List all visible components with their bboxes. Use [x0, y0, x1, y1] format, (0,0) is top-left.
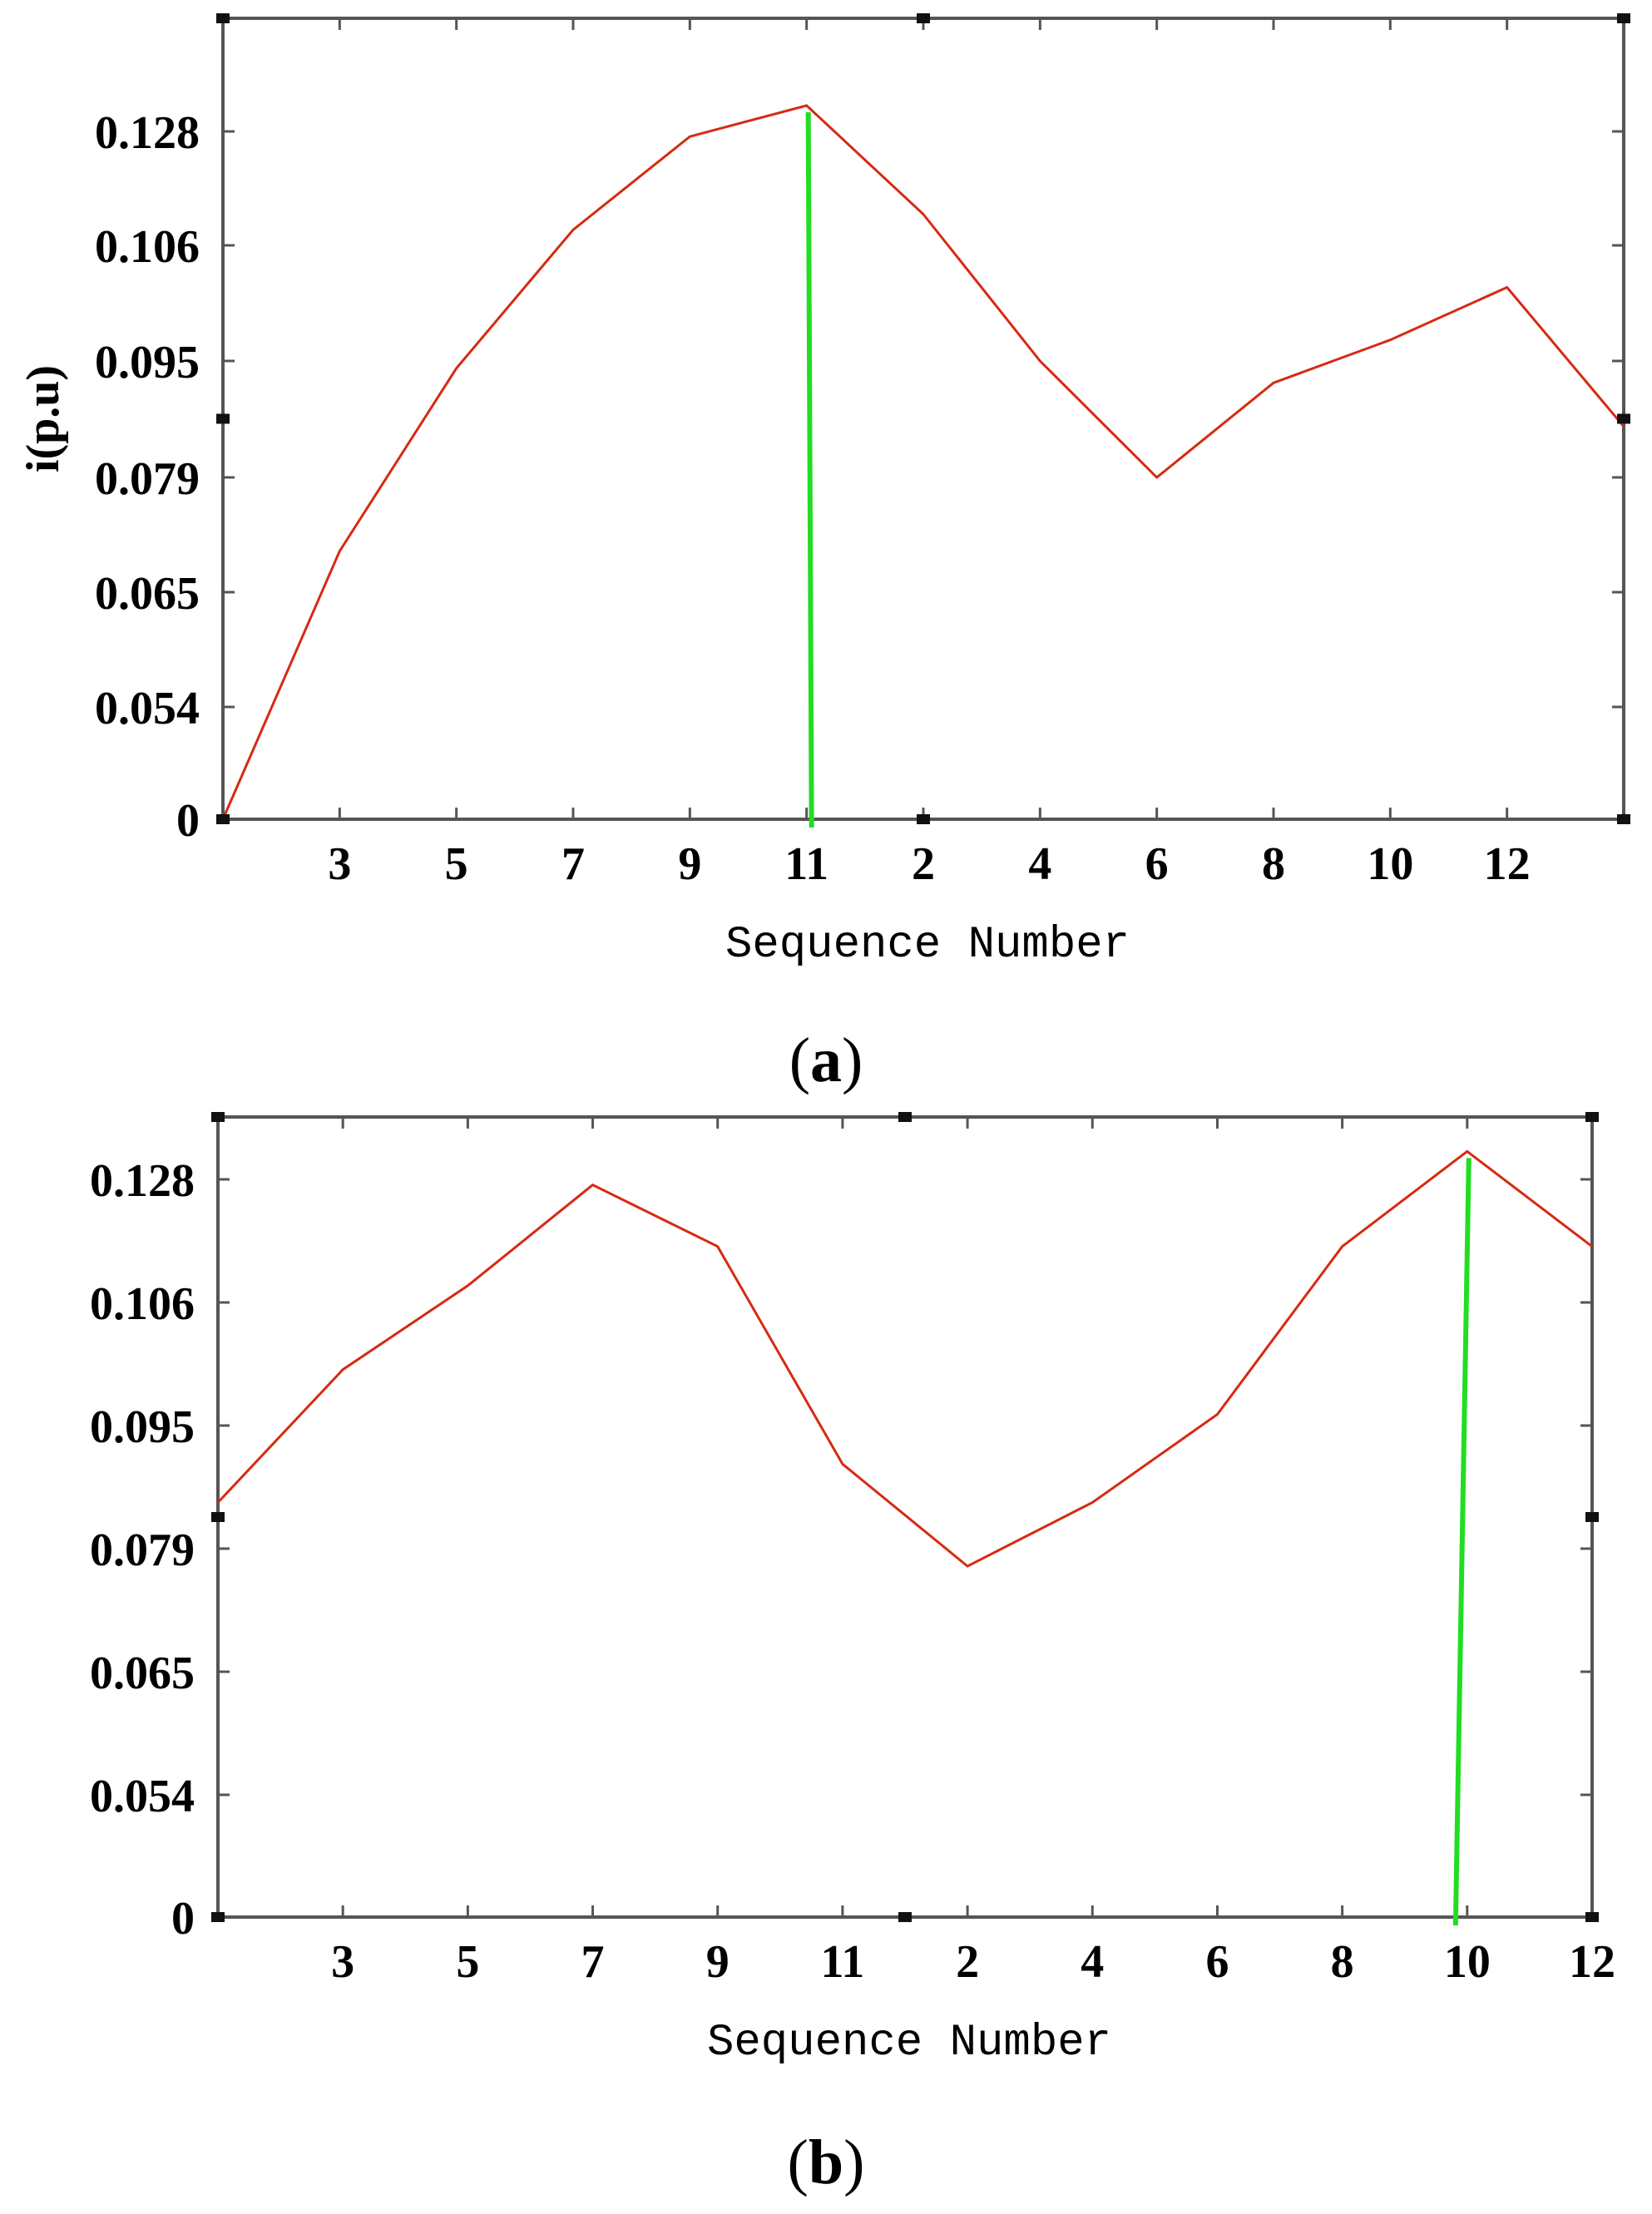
x-tick-label: 4	[1081, 1936, 1104, 1988]
frame-handle	[1617, 814, 1630, 824]
y-tick-label: 0.128	[95, 107, 200, 159]
x-tick-label: 4	[1028, 838, 1051, 890]
y-tick-label: 0.106	[90, 1278, 195, 1330]
frame-handle	[211, 1112, 225, 1122]
y-tick-labels: 0 0.054 0.065 0.079 0.095 0.106 0.128	[90, 1155, 195, 1945]
x-tick-label: 2	[912, 838, 935, 890]
series-line	[216, 1149, 1593, 1568]
y-tick-label: 0	[176, 795, 200, 847]
frame-handle	[1617, 413, 1630, 424]
frame-handle	[211, 1912, 225, 1922]
panel-label-letter: b	[809, 2128, 843, 2197]
y-tick-label: 0.095	[95, 337, 200, 388]
x-tick-label: 10	[1444, 1936, 1491, 1988]
y-tick-label: 0.054	[95, 683, 200, 734]
y-tick-label: 0	[171, 1893, 195, 1945]
x-tick-label: 10	[1367, 838, 1413, 890]
tick-marks	[218, 1117, 1592, 1917]
x-tick-label: 6	[1205, 1936, 1229, 1988]
panel-label: (b)	[788, 2128, 865, 2197]
x-tick-label: 9	[706, 1936, 730, 1988]
plot-frame	[221, 17, 1625, 821]
chart-panel-a: 0 0.054 0.065 0.079 0.095 0.106 0.128 3 5 7 9 11 2 4…	[17, 13, 1630, 1095]
x-tick-label: 9	[678, 838, 701, 890]
panel-label-close: )	[842, 1025, 863, 1095]
x-tick-label: 12	[1484, 838, 1531, 890]
y-tick-labels: 0 0.054 0.065 0.079 0.095 0.106 0.128	[95, 107, 200, 847]
x-tick-labels: 3 5 7 9 11 2 4 6 8 10 12	[331, 1936, 1615, 1988]
x-tick-label: 8	[1262, 838, 1285, 890]
frame-handle	[216, 413, 230, 424]
frame-handle	[917, 814, 930, 824]
x-tick-label: 11	[820, 1936, 864, 1988]
frame-handle	[1585, 1112, 1599, 1122]
chart-panel-b: 0 0.054 0.065 0.079 0.095 0.106 0.128 3 5 7 9 11 2 4…	[90, 1112, 1615, 2197]
frame-handle	[898, 1912, 912, 1922]
x-tick-label: 7	[581, 1936, 605, 1988]
frame-handle	[917, 13, 930, 23]
x-tick-label: 8	[1331, 1936, 1354, 1988]
frame-handle	[1585, 1512, 1599, 1522]
cursor-marker-line	[1452, 1158, 1471, 1926]
y-tick-label: 0.079	[95, 453, 200, 505]
panel-label: (a)	[789, 1025, 863, 1095]
x-tick-label: 2	[956, 1936, 979, 1988]
y-tick-label: 0.079	[90, 1525, 195, 1576]
panel-label-open: (	[788, 2128, 809, 2197]
x-tick-label: 3	[328, 838, 351, 890]
x-axis-title: Sequence Number	[707, 2018, 1111, 2068]
frame-handle	[1617, 13, 1630, 23]
x-axis-title: Sequence Number	[725, 920, 1130, 971]
x-tick-label: 11	[784, 838, 828, 890]
frame-handle	[1585, 1912, 1599, 1922]
y-tick-label: 0.128	[90, 1155, 195, 1207]
y-tick-label: 0.095	[90, 1401, 195, 1453]
x-tick-labels: 3 5 7 9 11 2 4 6 8 10 12	[328, 838, 1530, 890]
x-tick-label: 7	[561, 838, 585, 890]
frame-handle	[211, 1512, 225, 1522]
frame-handle	[216, 13, 230, 23]
x-tick-label: 12	[1569, 1936, 1615, 1988]
x-tick-label: 5	[445, 838, 468, 890]
x-tick-label: 5	[456, 1936, 479, 1988]
tick-marks	[223, 18, 1624, 819]
series-line	[221, 104, 1625, 820]
x-tick-label: 3	[331, 1936, 354, 1988]
panel-label-open: (	[789, 1025, 810, 1095]
y-tick-label: 0.106	[95, 221, 200, 273]
y-tick-label: 0.054	[90, 1771, 195, 1822]
panel-label-letter: a	[810, 1025, 842, 1095]
y-axis-title: i(p.u)	[17, 365, 69, 472]
plot-frame	[216, 1115, 1594, 1919]
cursor-marker-line	[805, 111, 814, 828]
frame-handle	[216, 814, 230, 824]
frame-handle	[898, 1112, 912, 1122]
frame-handles	[216, 13, 1630, 824]
y-tick-label: 0.065	[90, 1648, 195, 1699]
x-tick-label: 6	[1145, 838, 1169, 890]
frame-handles	[211, 1112, 1599, 1922]
panel-label-close: )	[843, 2128, 864, 2197]
y-tick-label: 0.065	[95, 568, 200, 620]
